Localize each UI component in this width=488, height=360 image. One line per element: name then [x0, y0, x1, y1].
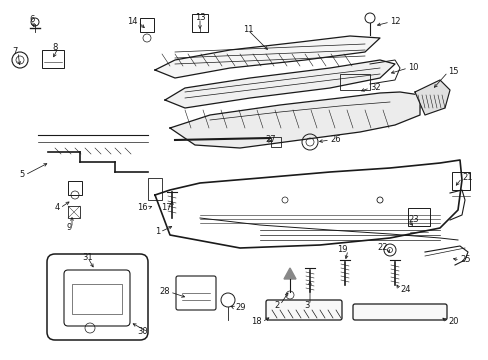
Bar: [407, 208, 429, 226]
Text: 23: 23: [407, 216, 418, 225]
Bar: [192, 14, 207, 32]
Text: 8: 8: [53, 44, 58, 53]
Text: 6: 6: [29, 15, 35, 24]
Text: 24: 24: [399, 285, 409, 294]
Bar: [339, 74, 369, 90]
Text: 32: 32: [369, 84, 380, 93]
Text: 18: 18: [251, 318, 262, 327]
Text: 29: 29: [235, 303, 245, 312]
Text: 25: 25: [459, 256, 469, 265]
FancyBboxPatch shape: [265, 300, 341, 320]
Text: 14: 14: [127, 18, 138, 27]
Polygon shape: [155, 36, 379, 78]
Polygon shape: [414, 80, 449, 115]
Bar: [68, 206, 80, 218]
Text: 21: 21: [461, 174, 471, 183]
Text: 2: 2: [274, 301, 280, 310]
Text: 20: 20: [447, 318, 458, 327]
Text: 28: 28: [159, 288, 170, 297]
Text: 12: 12: [389, 18, 400, 27]
Polygon shape: [164, 60, 394, 108]
Text: 22: 22: [377, 243, 387, 252]
Text: 17: 17: [161, 203, 172, 212]
Text: 9: 9: [67, 224, 72, 233]
Text: 10: 10: [407, 63, 418, 72]
Text: 13: 13: [194, 13, 205, 22]
Bar: [140, 18, 154, 32]
Bar: [270, 137, 281, 147]
Bar: [68, 181, 82, 195]
Polygon shape: [284, 268, 295, 279]
Text: 27: 27: [264, 135, 275, 144]
Bar: [451, 172, 469, 190]
Bar: [148, 178, 162, 200]
Text: 11: 11: [242, 26, 253, 35]
Text: 15: 15: [447, 68, 458, 77]
Bar: [42, 50, 64, 68]
Text: 4: 4: [55, 203, 60, 212]
Text: 26: 26: [329, 135, 340, 144]
Text: 7: 7: [13, 48, 18, 57]
Text: 31: 31: [82, 253, 93, 262]
FancyBboxPatch shape: [352, 304, 446, 320]
Text: 19: 19: [337, 246, 347, 255]
Text: 30: 30: [137, 328, 148, 337]
Polygon shape: [170, 92, 419, 148]
Text: 16: 16: [137, 203, 148, 212]
Text: 3: 3: [304, 301, 309, 310]
Text: 1: 1: [154, 228, 160, 237]
Bar: [72, 284, 122, 314]
Text: 5: 5: [20, 171, 25, 180]
